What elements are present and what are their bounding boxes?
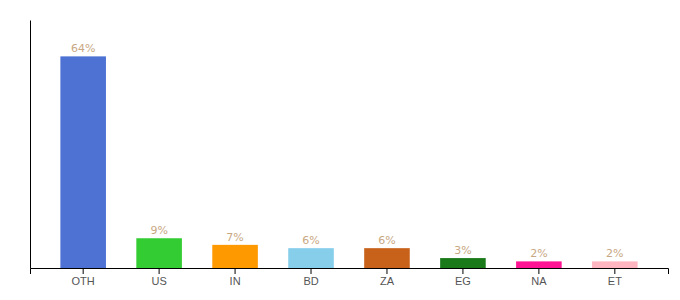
x-tick: OTH bbox=[72, 268, 95, 287]
plot-area: OTH US IN BD ZA EG NA ET 64% 9% 7% 6% 6% 3% 2% 2% bbox=[31, 21, 669, 287]
x-axis-line bbox=[31, 269, 669, 275]
x-tick-mark bbox=[311, 268, 312, 274]
x-tick: IN bbox=[230, 268, 241, 287]
data-label: 64% bbox=[71, 42, 95, 55]
data-label: 2% bbox=[530, 247, 547, 260]
y-axis-line bbox=[30, 21, 31, 269]
chart: OTH US IN BD ZA EG NA ET 64% 9% 7% 6% 6% 3% 2% 2% bbox=[0, 0, 680, 300]
x-tick-label: US bbox=[151, 275, 166, 287]
bar bbox=[60, 56, 106, 268]
data-label: 3% bbox=[454, 244, 471, 257]
x-tick-label: NA bbox=[531, 275, 547, 287]
x-tick: ET bbox=[608, 268, 622, 287]
x-axis: OTH US IN BD ZA EG NA ET bbox=[31, 268, 669, 287]
x-tick: NA bbox=[531, 268, 547, 287]
chart-container: OTH US IN BD ZA EG NA ET 64% 9% 7% 6% 6% 3% 2% 2% bbox=[0, 0, 680, 300]
y-axis bbox=[30, 21, 31, 269]
data-label: 9% bbox=[150, 224, 167, 237]
x-tick-mark bbox=[83, 268, 84, 274]
x-tick-label: BD bbox=[303, 275, 318, 287]
x-tick-mark bbox=[159, 268, 160, 274]
bar bbox=[592, 261, 638, 268]
x-tick-mark bbox=[386, 268, 387, 274]
x-tick-label: IN bbox=[230, 275, 241, 287]
x-tick-mark bbox=[462, 268, 463, 274]
x-tick-label: EG bbox=[455, 275, 471, 287]
x-tick-mark bbox=[538, 268, 539, 274]
bar bbox=[212, 245, 258, 268]
data-label: 6% bbox=[378, 234, 395, 247]
bar bbox=[136, 238, 182, 268]
x-tick: EG bbox=[455, 268, 471, 287]
x-tick-mark bbox=[614, 268, 615, 274]
bar bbox=[516, 261, 562, 268]
x-tick: US bbox=[151, 268, 166, 287]
data-label: 7% bbox=[226, 231, 243, 244]
data-labels: 64% 9% 7% 6% 6% 3% 2% 2% bbox=[71, 42, 624, 260]
x-tick: BD bbox=[303, 268, 318, 287]
x-tick-label: OTH bbox=[72, 275, 95, 287]
data-label: 2% bbox=[606, 247, 623, 260]
x-tick-label: ZA bbox=[380, 275, 395, 287]
x-tick: ZA bbox=[380, 268, 395, 287]
bar bbox=[288, 248, 334, 268]
data-label: 6% bbox=[302, 234, 319, 247]
bar bbox=[440, 258, 486, 268]
x-tick-label: ET bbox=[608, 275, 622, 287]
x-tick-mark bbox=[235, 268, 236, 274]
bars bbox=[60, 56, 637, 268]
bar bbox=[364, 248, 410, 268]
